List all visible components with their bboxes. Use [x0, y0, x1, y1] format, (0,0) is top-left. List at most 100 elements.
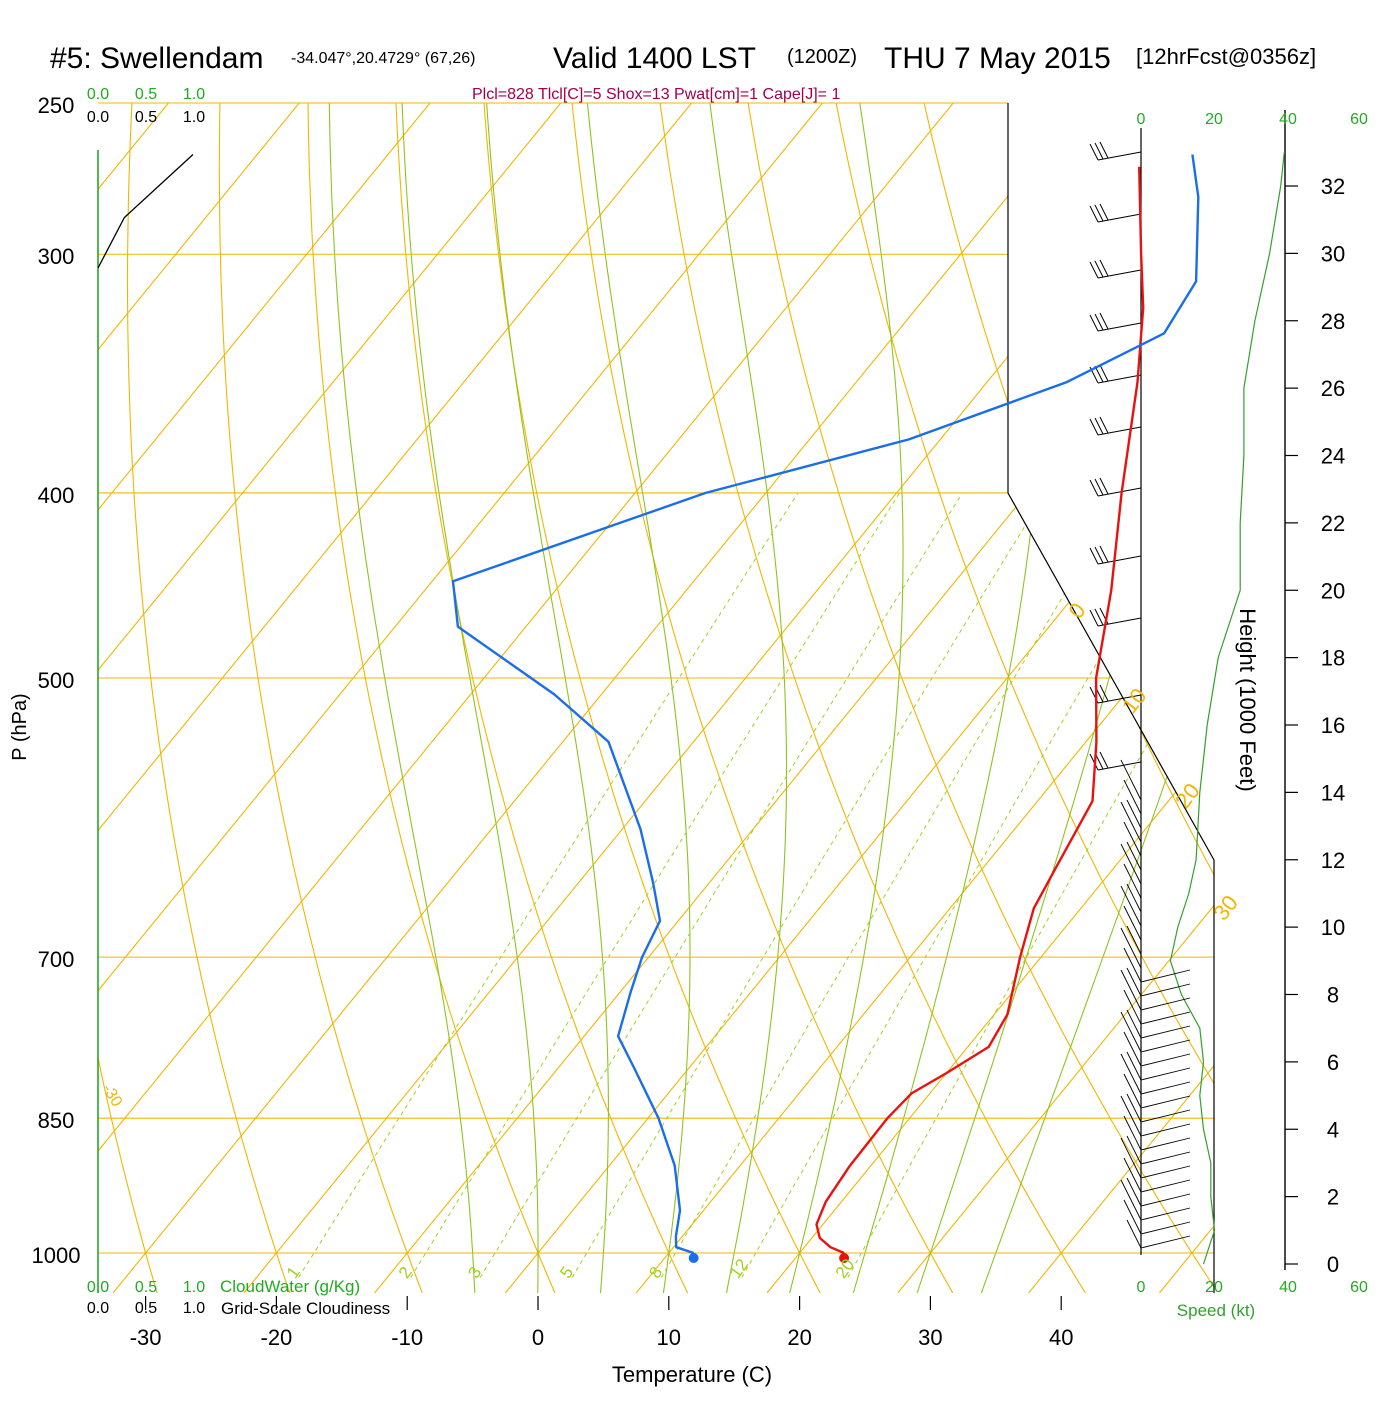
isotherm — [504, 103, 1214, 1293]
wind-barb-staff — [1097, 555, 1142, 565]
cloudwater-tick-bottom: 0.5 — [135, 1279, 157, 1296]
wind-barb-staff — [1126, 1219, 1142, 1249]
cloudiness-tick-bottom: 0.5 — [135, 1300, 157, 1317]
wind-barb-feather — [1140, 1193, 1191, 1207]
isotherm — [1028, 103, 1214, 1293]
height-axis-title: Height (1000 Feet) — [1235, 608, 1260, 791]
wind-barb-staff — [1120, 969, 1142, 1011]
wind-barb-feather — [1140, 1123, 1191, 1137]
dry-adiabat — [98, 103, 158, 1293]
wind-barb-staff — [1126, 841, 1142, 871]
wind-barb-staff — [1120, 1011, 1142, 1053]
wind-barb-feather — [1099, 416, 1109, 434]
mixing-ratio-line — [479, 492, 963, 1278]
wind-barb-staff — [1123, 1073, 1142, 1109]
height-tick-label: 18 — [1321, 646, 1345, 671]
height-tick-label: 28 — [1321, 309, 1345, 334]
temperature-tick-label: 20 — [787, 1325, 811, 1350]
wind-barb-staff — [1120, 801, 1142, 843]
dry-adiabat — [0, 69, 25, 1293]
moist-adiabat — [852, 103, 1047, 1293]
cloudiness-tick-bottom: 0.0 — [87, 1300, 109, 1317]
wind-barb-feather — [1094, 365, 1104, 383]
mixing-ratio-line — [660, 492, 1126, 1278]
height-tick-label: 20 — [1321, 578, 1345, 603]
wind-barb-feather — [1094, 417, 1104, 435]
wind-barb-feather — [1140, 983, 1191, 997]
temperature-tick-label: 40 — [1049, 1325, 1073, 1350]
isotherm — [98, 103, 823, 1293]
wind-barb-staff — [1126, 1093, 1142, 1123]
wind-barb-feather — [1089, 143, 1099, 161]
height-tick-label: 32 — [1321, 174, 1345, 199]
cloudiness-tick-top: 1.0 — [183, 109, 205, 126]
mixing-ratio-label: 3 — [464, 1263, 485, 1282]
isotherm — [98, 103, 300, 1293]
stability-params: Plcl=828 Tlcl[C]=5 Shox=13 Pwat[cm]=1 Ca… — [472, 86, 840, 103]
background-lines — [0, 69, 1298, 1310]
wind-speed-line — [1169, 152, 1285, 1265]
isotherm — [112, 103, 1085, 1293]
wind-barb-feather — [1140, 1235, 1191, 1249]
cloudiness-tick-bottom: 1.0 — [183, 1300, 205, 1317]
isotherm — [635, 103, 1214, 1293]
isotherm — [98, 103, 431, 1293]
mixing-ratio-line — [741, 492, 1198, 1278]
wind-barb-feather — [1099, 141, 1109, 159]
wind-barb-staff — [1097, 374, 1142, 384]
mixing-ratio-line — [298, 492, 799, 1278]
wind-barb-feather — [1099, 312, 1109, 330]
dry-adiabat — [655, 103, 1087, 1293]
isotherm-label: 10 — [1117, 683, 1152, 718]
wind-barb-staff — [1126, 1009, 1142, 1039]
height-tick-label: 4 — [1327, 1117, 1339, 1142]
temperature-tick-label: -30 — [130, 1325, 162, 1350]
wind-barb-feather — [1099, 364, 1109, 382]
height-tick-label: 0 — [1327, 1252, 1339, 1277]
wind-barb-feather — [1140, 1151, 1191, 1165]
plot-lines — [0, 69, 1214, 1293]
wind-barb-feather — [1140, 1095, 1191, 1109]
wind-barb-feather — [1094, 204, 1104, 222]
height-tick-label: 10 — [1321, 915, 1345, 940]
speed-tick-top: 60 — [1350, 111, 1368, 128]
mixing-ratio-label: 8 — [645, 1263, 666, 1282]
wind-barb-feather — [1094, 478, 1104, 496]
temperature-tick-label: 10 — [657, 1325, 681, 1350]
mixing-ratio-line — [571, 492, 1046, 1278]
wind-barb-staff — [1097, 269, 1142, 279]
wind-barb-feather — [1089, 609, 1099, 627]
height-tick-label: 16 — [1321, 713, 1345, 738]
isotherm — [243, 103, 1214, 1293]
height-tick-label: 30 — [1321, 241, 1345, 266]
wind-barb-staff — [1126, 1177, 1142, 1207]
wind-barb-feather — [1140, 1221, 1191, 1235]
wind-barb-feather — [1094, 546, 1104, 564]
speed-tick-bottom: 20 — [1205, 1279, 1223, 1296]
dry-adiabat — [1177, 103, 1214, 1293]
dry-adiabat — [394, 103, 689, 1293]
isotherm — [374, 103, 1214, 1293]
chart-forecast: [12hrFcst@0356z] — [1136, 44, 1316, 69]
wind-barb-staff — [1097, 761, 1142, 771]
wind-barb-feather — [1140, 969, 1191, 983]
wind-barb-feather — [1140, 997, 1191, 1011]
mixing-ratio-label: 20 — [832, 1255, 858, 1281]
wind-barb-feather — [1140, 1067, 1191, 1081]
pressure-tick-label: 700 — [38, 947, 75, 972]
wind-barb-feather — [1094, 260, 1104, 278]
cloudwater-tick-bottom: 0.0 — [87, 1279, 109, 1296]
wind-barb-staff — [1123, 905, 1142, 941]
isotherm — [98, 103, 954, 1293]
temperature-tick-label: -20 — [261, 1325, 293, 1350]
isotherm — [98, 103, 693, 1293]
dry-adiabat — [742, 103, 1214, 1293]
wind-barb-feather — [1099, 477, 1109, 495]
pressure-axis-title: P (hPa) — [9, 693, 31, 760]
speed-tick-bottom: 40 — [1279, 1279, 1297, 1296]
wind-barb-feather — [1140, 1179, 1191, 1193]
wind-barb-staff — [1097, 322, 1142, 332]
wind-barb-feather — [1140, 1081, 1191, 1095]
pressure-tick-label: 1000 — [32, 1243, 81, 1268]
